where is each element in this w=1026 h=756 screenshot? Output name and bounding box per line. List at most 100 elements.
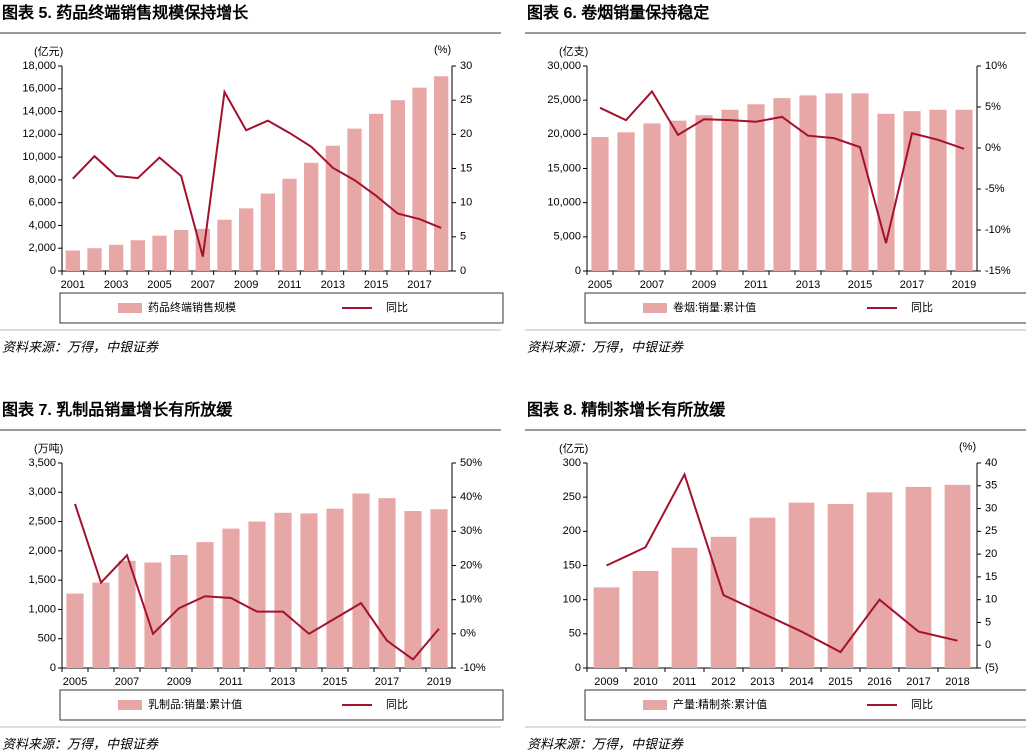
y2-tick-label: 10 [460, 197, 472, 209]
x-tick-label: 2007 [640, 279, 664, 291]
y2-tick-label: 0 [985, 639, 991, 651]
bar [118, 560, 136, 668]
y2-tick-label: 15 [460, 162, 472, 174]
y-tick-label: 10,000 [547, 197, 581, 209]
y-axis-label: (亿元) [559, 442, 588, 455]
x-tick-label: 2005 [147, 279, 171, 291]
y2-tick-label: 0% [985, 142, 1001, 154]
y2-tick-label: 40 [985, 457, 997, 469]
y2-tick-label: -5% [985, 183, 1005, 195]
bar [944, 484, 971, 668]
legend-swatch [643, 303, 667, 313]
x-tick-label: 2015 [848, 279, 872, 291]
y2-tick-label: 35 [985, 480, 997, 492]
bar [905, 486, 932, 668]
x-tick-label: 2009 [167, 676, 191, 688]
bar [695, 115, 713, 271]
bar [92, 582, 110, 668]
chart-title: 图表 6. 卷烟销量保持稳定 [527, 3, 709, 22]
x-tick-label: 2009 [692, 279, 716, 291]
x-tick-label: 2011 [744, 279, 768, 291]
bar [66, 593, 84, 668]
legend-label: 同比 [386, 698, 408, 711]
bar [174, 230, 189, 271]
y-tick-label: 0 [575, 265, 581, 277]
y-tick-label: 2,000 [28, 242, 56, 254]
source-note: 资料来源：万得，中银证券 [527, 736, 684, 751]
y2-tick-label: 30 [460, 60, 472, 72]
y-tick-label: 100 [563, 594, 581, 606]
bar [390, 100, 405, 272]
y-tick-label: 300 [563, 457, 581, 469]
y2-tick-label: -10% [460, 662, 486, 674]
y-tick-label: 16,000 [22, 83, 56, 95]
y2-tick-label: 25 [985, 525, 997, 537]
y2-tick-label: 0% [460, 628, 476, 640]
bar [827, 504, 854, 668]
y2-tick-label: 30% [460, 525, 482, 537]
legend-label: 药品终端销售规模 [148, 300, 236, 314]
y-tick-label: 14,000 [22, 105, 56, 117]
y2-tick-label: 40% [460, 491, 482, 503]
x-tick-label: 2017 [407, 279, 431, 291]
y2-tick-label: 25 [460, 94, 472, 106]
bar [196, 542, 214, 668]
y-tick-label: 3,500 [28, 457, 56, 469]
line-series [74, 503, 440, 661]
bar [617, 132, 635, 271]
legend-swatch [118, 700, 142, 710]
bar [152, 235, 167, 271]
bar [412, 87, 427, 271]
x-tick-label: 2013 [271, 676, 295, 688]
line-series [599, 89, 965, 244]
bar [955, 109, 973, 271]
line-series [72, 88, 442, 257]
bar [369, 113, 384, 271]
x-tick-label: 2009 [234, 279, 258, 291]
bar [326, 508, 344, 668]
bar [799, 95, 817, 271]
y2-axis-label: (%) [959, 441, 976, 453]
y2-tick-label: 20 [460, 128, 472, 140]
bar [643, 123, 661, 272]
bar [144, 562, 162, 668]
bar [632, 570, 659, 668]
bar [773, 98, 791, 271]
y-tick-label: 20,000 [547, 128, 581, 140]
y-tick-label: 250 [563, 491, 581, 503]
legend-box [584, 292, 1026, 324]
y-tick-label: 8,000 [28, 174, 56, 186]
bar [130, 240, 145, 271]
bar [593, 587, 620, 668]
x-tick-label: 2003 [104, 279, 128, 291]
bar [404, 511, 422, 668]
bar [109, 244, 124, 271]
bar [929, 109, 947, 271]
y2-tick-label: 5 [985, 616, 991, 628]
x-tick-label: 2015 [364, 279, 388, 291]
x-tick-label: 2011 [219, 676, 243, 688]
y-tick-label: 2,500 [28, 515, 56, 527]
y-tick-label: 15,000 [547, 162, 581, 174]
x-tick-label: 2015 [323, 676, 347, 688]
bar [217, 219, 232, 271]
line-series [606, 471, 958, 654]
y-tick-label: 3,000 [28, 486, 56, 498]
bar [300, 513, 318, 668]
bar [325, 145, 340, 271]
bar [747, 104, 765, 272]
y-tick-label: 0 [575, 662, 581, 674]
y-axis-label: (万吨) [34, 442, 63, 455]
bar [430, 509, 448, 668]
bar [65, 250, 80, 271]
bar [851, 93, 869, 271]
bar [347, 128, 362, 271]
y2-tick-label: 10% [460, 594, 482, 606]
y-tick-label: 18,000 [22, 60, 56, 72]
bar [87, 248, 102, 271]
source-note: 资料来源：万得，中银证券 [2, 736, 159, 751]
bar [877, 113, 895, 271]
y-tick-label: 25,000 [547, 94, 581, 106]
legend-label: 同比 [911, 301, 933, 314]
